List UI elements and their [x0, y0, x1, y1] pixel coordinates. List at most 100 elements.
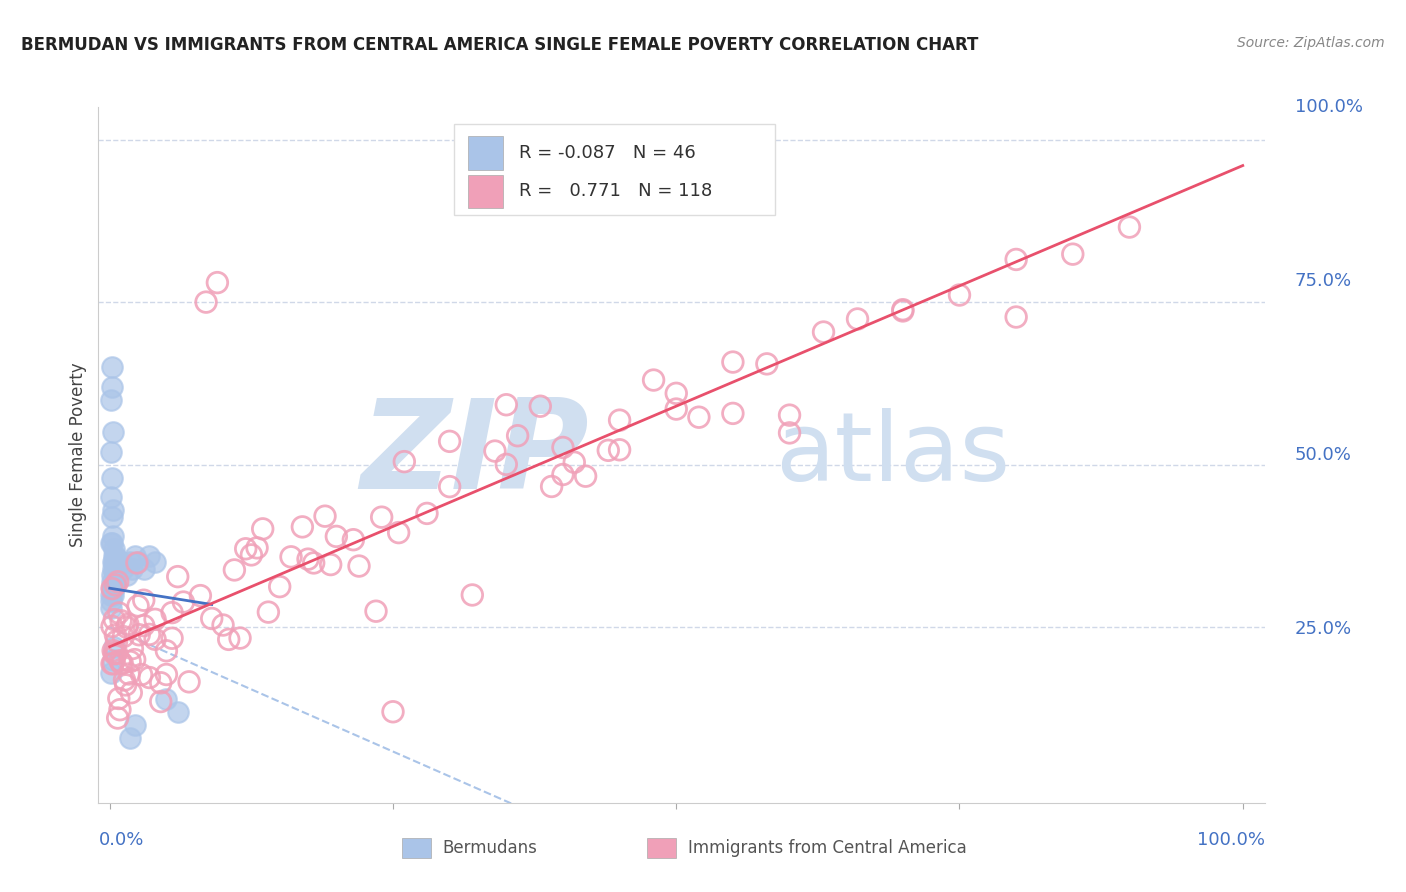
Point — [103, 613, 125, 627]
Point — [101, 581, 124, 595]
Point — [124, 718, 146, 732]
Point — [101, 657, 124, 671]
Point — [364, 604, 387, 618]
Point — [100, 600, 122, 615]
Point — [101, 425, 124, 439]
Point — [115, 568, 138, 582]
Point — [108, 606, 131, 620]
Point — [131, 667, 153, 681]
Point — [394, 455, 416, 469]
Text: 75.0%: 75.0% — [1295, 272, 1351, 290]
Point — [101, 379, 124, 393]
Point — [112, 562, 135, 576]
Point — [246, 541, 269, 555]
Point — [665, 386, 688, 401]
Point — [172, 595, 194, 609]
Point — [111, 657, 134, 671]
Point — [100, 490, 122, 504]
Point — [101, 653, 124, 667]
Point — [779, 425, 801, 440]
Point — [110, 555, 132, 569]
Point — [177, 674, 200, 689]
Point — [598, 443, 620, 458]
Point — [891, 304, 914, 318]
Point — [212, 618, 235, 632]
Point — [138, 671, 160, 685]
Point — [104, 628, 127, 642]
Text: atlas: atlas — [775, 409, 1011, 501]
Point — [302, 556, 325, 570]
Point — [100, 444, 122, 458]
Point — [100, 392, 122, 407]
Point — [149, 694, 172, 708]
Point — [721, 406, 744, 420]
Point — [149, 675, 172, 690]
Point — [118, 667, 141, 681]
Point — [229, 631, 252, 645]
Point — [104, 578, 127, 592]
Point — [101, 360, 124, 375]
Point — [103, 542, 125, 557]
Point — [108, 703, 131, 717]
Point — [269, 580, 291, 594]
Point — [132, 618, 155, 632]
Point — [101, 509, 124, 524]
Point — [416, 507, 439, 521]
Point — [665, 402, 688, 417]
Point — [1005, 310, 1028, 324]
Point — [755, 357, 778, 371]
Point — [114, 678, 136, 692]
Point — [101, 643, 124, 657]
Point — [495, 398, 517, 412]
Point — [128, 628, 150, 642]
Point — [609, 413, 631, 427]
Point — [127, 555, 149, 569]
Point — [117, 617, 139, 632]
Point — [101, 471, 124, 485]
Point — [314, 509, 336, 524]
Y-axis label: Single Female Poverty: Single Female Poverty — [69, 363, 87, 547]
Point — [190, 589, 212, 603]
Point — [100, 594, 122, 608]
Point — [127, 599, 149, 613]
Point — [643, 373, 665, 387]
Point — [155, 667, 177, 681]
Point — [101, 555, 124, 569]
Point — [252, 522, 274, 536]
Text: Source: ZipAtlas.com: Source: ZipAtlas.com — [1237, 36, 1385, 50]
Point — [104, 647, 127, 661]
Point — [101, 503, 124, 517]
Point — [107, 574, 129, 589]
Point — [155, 691, 177, 706]
Point — [138, 549, 160, 563]
Point — [103, 647, 125, 661]
Point — [112, 630, 135, 644]
Point — [103, 555, 125, 569]
Point — [101, 657, 124, 671]
Point — [224, 563, 246, 577]
FancyBboxPatch shape — [468, 175, 503, 208]
Text: Immigrants from Central America: Immigrants from Central America — [688, 839, 966, 857]
FancyBboxPatch shape — [454, 124, 775, 215]
Point — [100, 588, 122, 602]
Text: 100.0%: 100.0% — [1295, 98, 1362, 116]
Point — [347, 559, 370, 574]
Text: 100.0%: 100.0% — [1198, 830, 1265, 848]
Point — [124, 652, 146, 666]
Point — [370, 510, 392, 524]
Text: 0.0%: 0.0% — [98, 830, 143, 848]
Point — [124, 549, 146, 563]
Point — [101, 582, 124, 596]
Point — [461, 588, 484, 602]
Point — [297, 552, 319, 566]
Point — [101, 619, 124, 633]
Point — [120, 555, 142, 569]
Point — [688, 410, 710, 425]
Point — [100, 665, 122, 680]
Point — [107, 711, 129, 725]
Point — [257, 605, 280, 619]
Text: 50.0%: 50.0% — [1295, 446, 1351, 464]
Text: ZIP: ZIP — [360, 394, 589, 516]
FancyBboxPatch shape — [402, 838, 432, 858]
Point — [218, 632, 240, 647]
